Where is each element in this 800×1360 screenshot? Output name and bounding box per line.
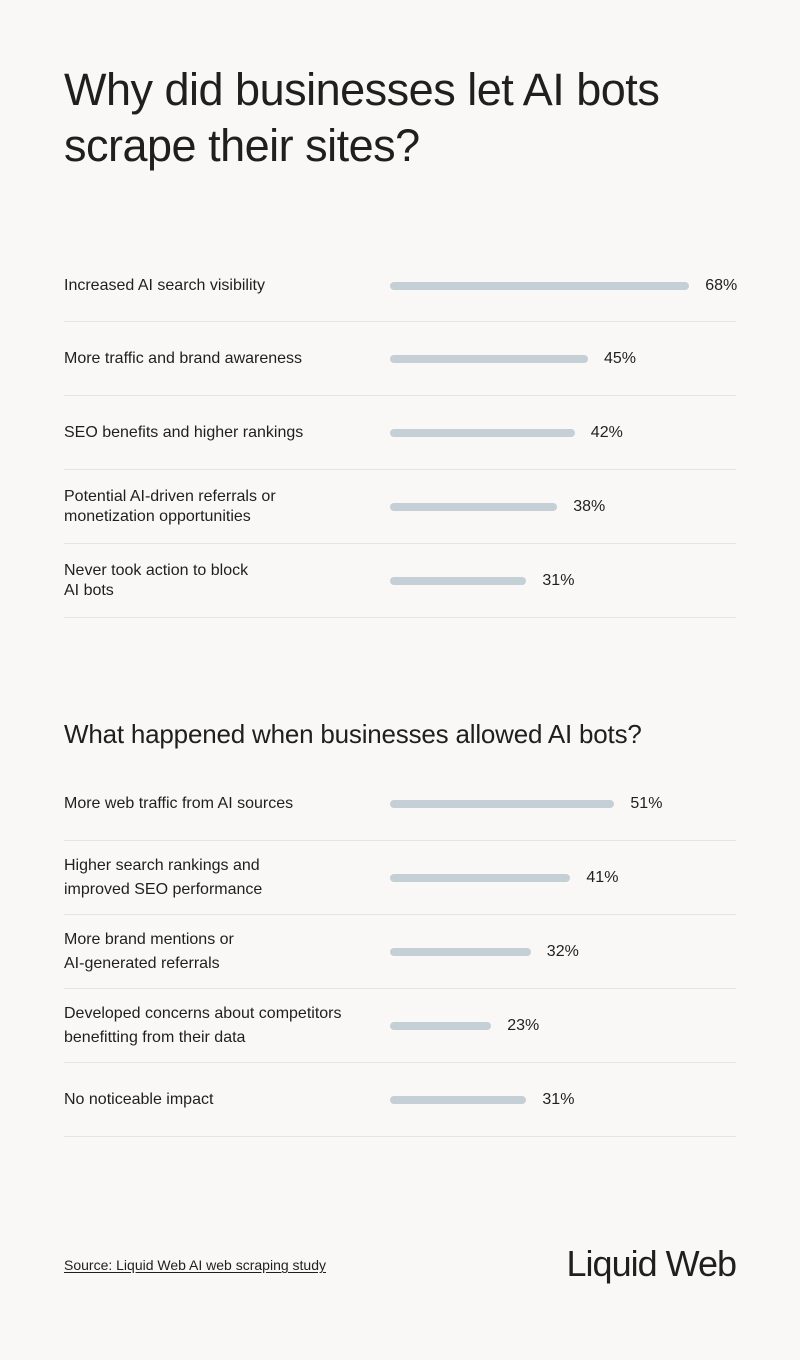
bar-value: 42%	[590, 423, 623, 441]
bar-label: More brand mentions or AI-generated refe…	[64, 930, 234, 972]
bar-row: More web traffic from AI sources 51%	[64, 767, 736, 841]
bar	[390, 799, 615, 808]
section-title: What happened when businesses allowed AI…	[64, 719, 642, 749]
bar-value: 68%	[705, 277, 738, 294]
bar-list: More web traffic from AI sources 51% Highe…	[64, 767, 736, 1137]
bar	[390, 502, 558, 511]
bar-label: SEO benefits and higher rankings	[64, 423, 304, 441]
bar-label: Never took action to block AI bots	[64, 561, 249, 599]
bar-row: Increased AI search visibility 68%	[64, 251, 737, 322]
bar	[390, 873, 571, 882]
bar	[390, 947, 531, 956]
source-link[interactable]: Source: Liquid Web AI web scraping study	[64, 1257, 327, 1273]
bar-label: More traffic and brand awareness	[64, 349, 303, 367]
bar-value: 45%	[604, 349, 637, 367]
bar-container: 41%	[390, 869, 618, 887]
bar-row: More traffic and brand awareness 45%	[64, 322, 736, 396]
bar-value: 38%	[573, 497, 606, 515]
bar-container: 38%	[390, 498, 605, 516]
bar-list: Increased AI search visibility 68% More tr…	[64, 251, 737, 618]
bar-row: No noticeable impact 31%	[64, 1063, 736, 1137]
bar-label: No noticeable impact	[64, 1090, 214, 1108]
bar-container: 31%	[390, 1091, 574, 1109]
bar-label: Potential AI-driven referrals or monetiz…	[64, 487, 276, 525]
bar-container: 51%	[390, 795, 662, 813]
bar-value: 31%	[542, 1090, 575, 1108]
bar-row: Developed concerns about competitors ben…	[64, 989, 736, 1063]
bar-label: Increased AI search visibility	[64, 277, 265, 294]
bar-label: More web traffic from AI sources	[64, 794, 294, 812]
page-title: Why did businesses let AI bots scrape th…	[64, 64, 660, 171]
bar	[390, 576, 527, 585]
bar-container: 42%	[390, 424, 623, 442]
bar-row: Never took action to block AI bots 31%	[64, 544, 736, 618]
bar	[390, 1021, 492, 1030]
bar-row: More brand mentions or AI-generated refe…	[64, 915, 736, 989]
bar-container: 23%	[390, 1017, 539, 1035]
chart-reasons: Increased AI search visibility 68% More tr…	[64, 251, 737, 618]
bar-container: 68%	[390, 277, 737, 295]
bar-row: SEO benefits and higher rankings 42%	[64, 396, 736, 470]
bar-container: 45%	[390, 350, 636, 368]
bar-value: 41%	[586, 868, 619, 886]
bar	[390, 354, 588, 363]
bar-row: Higher search rankings and improved SEO …	[64, 841, 736, 915]
bar	[390, 282, 690, 290]
brand-logo: Liquid Web	[566, 1243, 737, 1284]
bar-label: Developed concerns about competitors ben…	[64, 1004, 342, 1046]
chart-outcomes: What happened when businesses allowed AI…	[64, 718, 736, 1137]
bar-container: 32%	[390, 943, 579, 961]
bar-row: Potential AI-driven referrals or monetiz…	[64, 470, 736, 544]
bar-value: 31%	[542, 571, 575, 589]
bar	[390, 428, 575, 437]
bar-container: 31%	[390, 572, 574, 590]
bar	[390, 1095, 527, 1104]
bar-value: 32%	[546, 942, 579, 960]
bar-label: Higher search rankings and improved SEO …	[64, 856, 263, 898]
bar-value: 51%	[630, 794, 663, 812]
bar-value: 23%	[507, 1016, 540, 1034]
